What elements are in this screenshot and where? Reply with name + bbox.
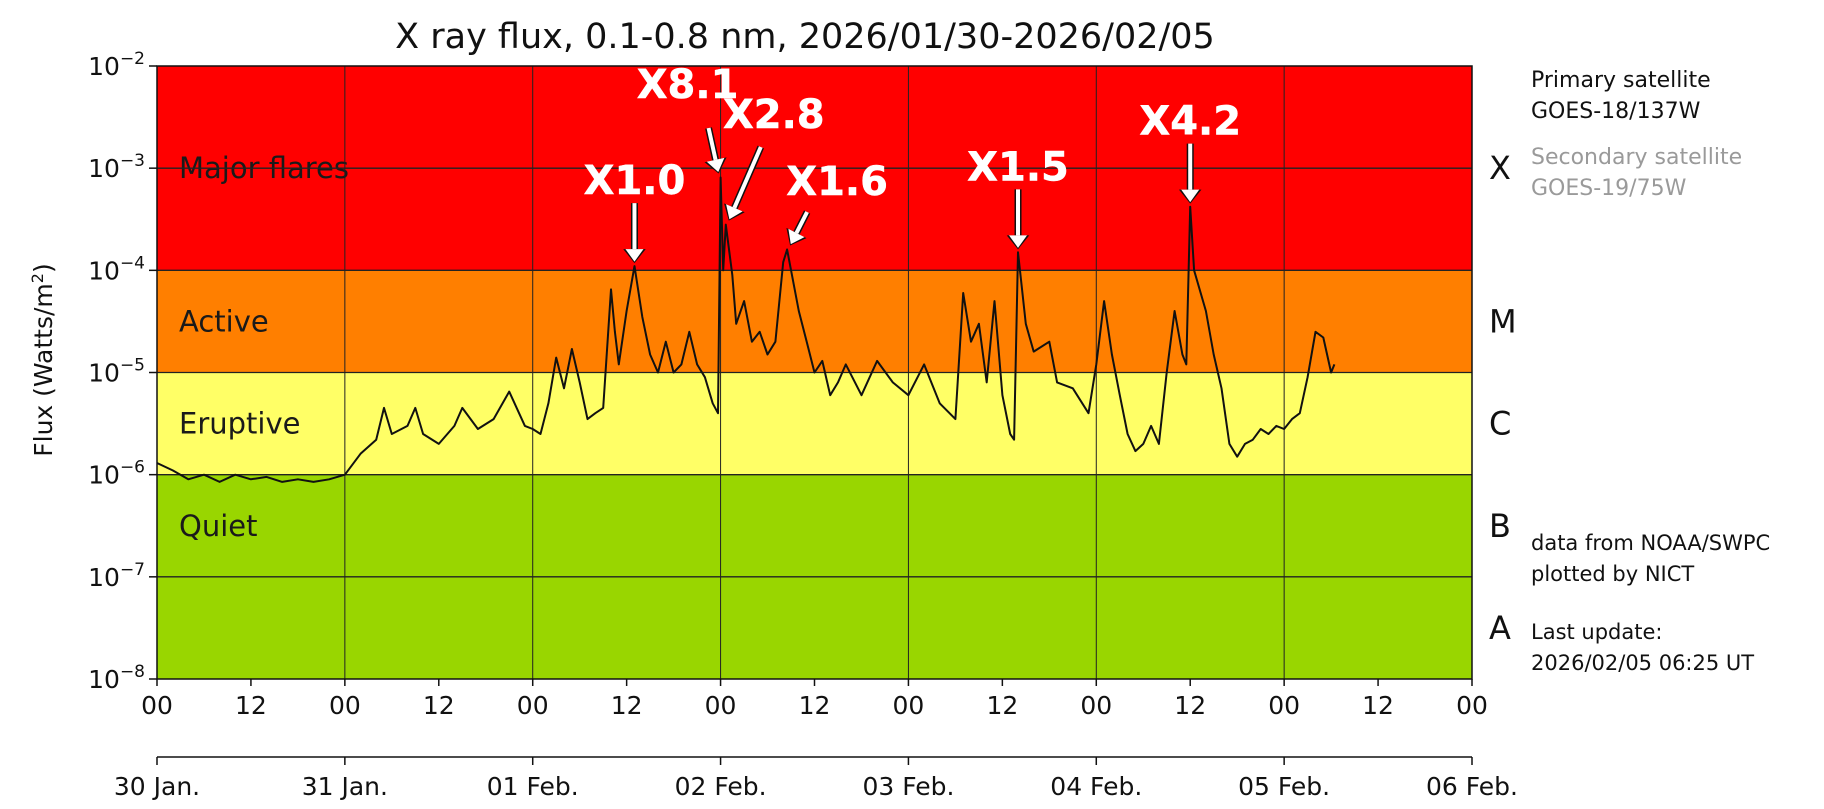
- x-date-label: 02 Feb.: [675, 772, 767, 801]
- flare-annotations: X1.0 X8.1X2.8 X1.6 X1.5 X4.2: [583, 62, 1241, 264]
- x-hour-label: 12: [611, 691, 643, 720]
- x-date-label: 31 Jan.: [302, 772, 388, 801]
- x-hour-label: 12: [423, 691, 455, 720]
- band-label-c: Eruptive: [179, 407, 300, 441]
- chart-title: X ray flux, 0.1-0.8 nm, 2026/01/30-2026/…: [395, 17, 1215, 57]
- x-hour-label: 12: [986, 691, 1018, 720]
- credit-plotter: plotted by NICT: [1531, 562, 1695, 586]
- x-axis: 00 12 00 12 00 12 00 12 00 12 00 12 00 12 00 30 Jan. 31 …: [114, 679, 1518, 801]
- x-hour-label: 12: [799, 691, 831, 720]
- primary-satellite-value: GOES-18/137W: [1531, 99, 1701, 124]
- band-a: [157, 576, 1472, 679]
- y-tick-label: 10−5: [88, 356, 145, 388]
- annotation-arrow: [794, 211, 809, 234]
- credit-source: data from NOAA/SWPC: [1531, 531, 1771, 555]
- primary-satellite-info: Primary satellite GOES-18/137W: [1531, 65, 1711, 127]
- last-update-label: Last update:: [1531, 620, 1663, 644]
- band-label-m: Active: [179, 304, 269, 338]
- class-letters: X M C B A: [1489, 149, 1517, 647]
- secondary-satellite-value: GOES-19/75W: [1531, 176, 1687, 201]
- y-tick-label: 10−8: [88, 662, 145, 694]
- flare-label: X8.1: [637, 62, 739, 108]
- flare-label: X1.0: [584, 158, 686, 204]
- annotation-arrowhead: [788, 228, 805, 245]
- annotation-arrowhead: [706, 157, 725, 173]
- flare-label: X2.8: [723, 92, 825, 138]
- annotation-arrow: [732, 146, 763, 209]
- flux-series: [156, 176, 1336, 483]
- last-update-value: 2026/02/05 06:25 UT: [1531, 651, 1755, 675]
- annotation-arrowhead: [1009, 235, 1028, 248]
- flare-label: X1.6: [786, 159, 888, 205]
- x-hour-label: 12: [1174, 691, 1206, 720]
- band-label-b: Quiet: [179, 509, 257, 543]
- x-hour-label: 00: [329, 691, 361, 720]
- annotation-arrow: [706, 127, 718, 161]
- y-axis: 10−8 10−7 10−6 10−5 10−4 10−3 10−2: [88, 49, 157, 694]
- x-date-label: 05 Feb.: [1238, 772, 1330, 801]
- y-tick-label: 10−2: [88, 49, 145, 81]
- data-credits: data from NOAA/SWPC plotted by NICT: [1531, 528, 1770, 590]
- annotation-arrowhead: [625, 249, 644, 262]
- x-hour-label: 00: [705, 691, 737, 720]
- x-date-label: 06 Feb.: [1426, 772, 1518, 801]
- x-hour-label: 00: [893, 691, 925, 720]
- x-hour-label: 12: [1362, 691, 1394, 720]
- secondary-satellite-info: Secondary satellite GOES-19/75W: [1531, 142, 1742, 204]
- secondary-satellite-label: Secondary satellite: [1531, 145, 1743, 170]
- flare-label: X4.2: [1139, 99, 1241, 145]
- x-hour-label: 00: [1080, 691, 1112, 720]
- y-tick-label: 10−4: [88, 253, 145, 285]
- annotation-arrowhead: [1181, 189, 1200, 203]
- class-letter-m: M: [1489, 302, 1517, 340]
- annotation-arrowhead: [726, 204, 743, 220]
- band-b: [157, 474, 1472, 577]
- grid-lines: [157, 66, 1472, 679]
- class-letter-a: A: [1489, 609, 1511, 647]
- x-date-label: 03 Feb.: [862, 772, 954, 801]
- x-hour-label: 00: [517, 691, 549, 720]
- x-date-label: 30 Jan.: [114, 772, 200, 801]
- band-c: [157, 372, 1472, 475]
- x-hour-label: 00: [141, 691, 173, 720]
- series-line-0: [156, 176, 1336, 483]
- flare-label: X1.5: [967, 144, 1069, 190]
- y-tick-label: 10−3: [88, 151, 145, 183]
- x-hour-label: 00: [1456, 691, 1488, 720]
- primary-satellite-label: Primary satellite: [1531, 68, 1711, 93]
- y-tick-label: 10−6: [88, 458, 145, 490]
- x-date-label: 04 Feb.: [1050, 772, 1142, 801]
- last-update: Last update: 2026/02/05 06:25 UT: [1531, 617, 1754, 679]
- class-letter-x: X: [1489, 149, 1511, 187]
- x-hour-label: 12: [235, 691, 267, 720]
- x-date-label: 01 Feb.: [487, 772, 579, 801]
- band-m: [157, 270, 1472, 373]
- class-letter-c: C: [1489, 405, 1511, 443]
- y-axis-label: Flux (Watts/m2): [28, 263, 58, 456]
- y-tick-label: 10−7: [88, 560, 145, 592]
- class-letter-b: B: [1489, 507, 1511, 545]
- x-hour-label: 00: [1268, 691, 1300, 720]
